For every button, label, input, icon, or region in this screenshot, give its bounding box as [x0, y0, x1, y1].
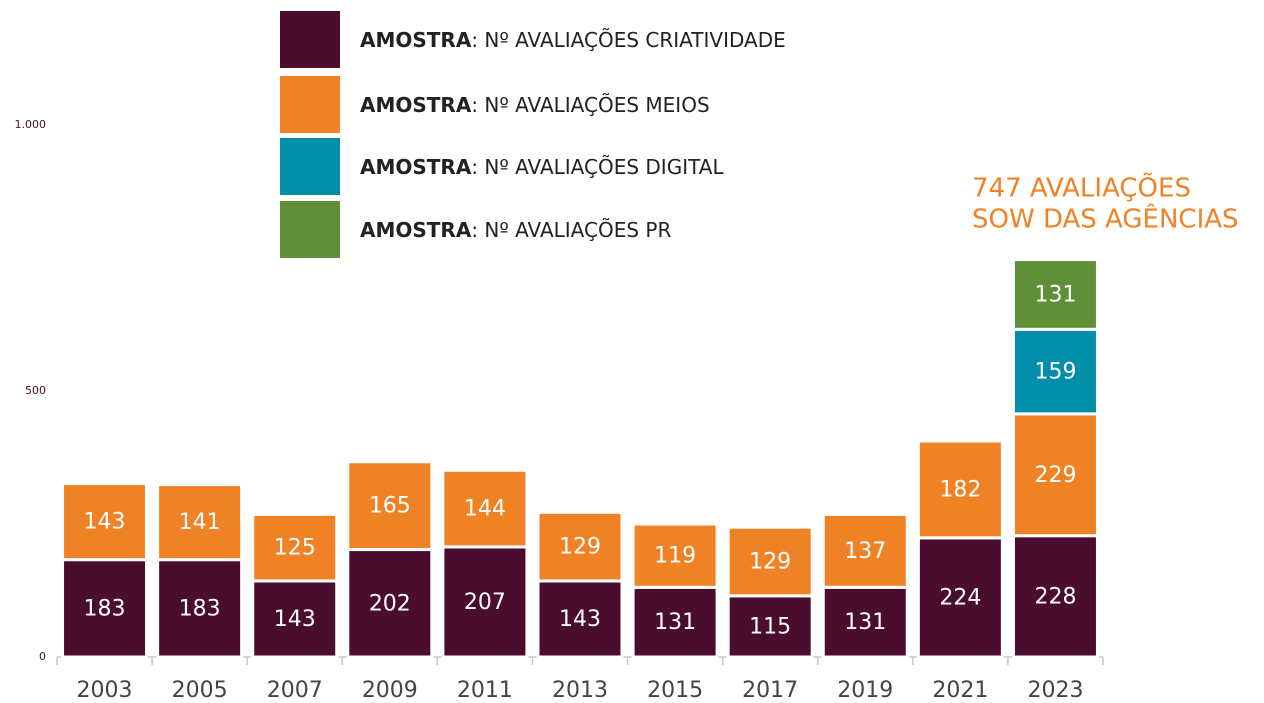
y-tick-label: 500: [25, 384, 46, 397]
value-label: 131: [654, 610, 696, 635]
bar-segment: [156, 558, 244, 659]
bar-segment: [61, 482, 149, 562]
value-label: 125: [274, 536, 316, 561]
bar-segment: [346, 460, 434, 552]
x-tick-label: 2017: [742, 678, 798, 703]
bar-segment: [1011, 258, 1099, 331]
value-label: 183: [84, 596, 126, 621]
x-tick-label: 2015: [647, 678, 703, 703]
bar-segment: [441, 545, 529, 659]
legend-swatch: [280, 201, 340, 258]
value-label: 129: [559, 535, 601, 560]
annotation: SOW DAS AGÊNCIAS: [972, 203, 1239, 235]
value-label: 119: [654, 544, 696, 569]
value-label: 131: [1034, 282, 1076, 307]
bar-segment: [1011, 412, 1099, 538]
x-tick-label: 2011: [457, 678, 513, 703]
value-label: 224: [939, 585, 981, 610]
legend-label: AMOSTRA: Nº AVALIAÇÕES PR: [360, 218, 671, 242]
annotation: 747 AVALIAÇÕES: [972, 172, 1191, 204]
value-label: 228: [1034, 584, 1076, 609]
legend-label: AMOSTRA: Nº AVALIAÇÕES MEIOS: [360, 93, 710, 117]
x-tick-label: 2019: [837, 678, 893, 703]
bar-segment: [61, 558, 149, 659]
bar-segment: [251, 512, 339, 583]
bar-segment: [1011, 534, 1099, 659]
bar-segment: [821, 585, 909, 659]
x-tick-label: 2009: [362, 678, 418, 703]
legend-swatch: [280, 76, 340, 133]
value-label: 229: [1034, 463, 1076, 488]
legend-swatch: [280, 11, 340, 68]
value-label: 183: [179, 596, 221, 621]
x-tick-label: 2023: [1027, 678, 1083, 703]
value-label: 159: [1034, 360, 1076, 385]
x-tick-label: 2007: [267, 678, 323, 703]
value-label: 115: [749, 614, 791, 639]
value-label: 144: [464, 497, 506, 522]
bar-segment: [726, 594, 814, 659]
bar-segment: [536, 510, 624, 583]
value-label: 207: [464, 590, 506, 615]
bar-segment: [346, 548, 434, 659]
bar-segment: [726, 525, 814, 598]
x-tick-label: 2003: [77, 678, 133, 703]
value-label: 141: [179, 510, 221, 535]
bar-segment: [441, 468, 529, 549]
legend-label: AMOSTRA: Nº AVALIAÇÕES CRIATIVIDADE: [360, 28, 786, 52]
bar-segment: [916, 439, 1004, 540]
bar-segment: [251, 579, 339, 659]
value-label: 202: [369, 591, 411, 616]
y-tick-label: 1.000: [15, 118, 47, 131]
legend-swatch: [280, 138, 340, 195]
value-label: 143: [84, 510, 126, 535]
value-label: 165: [369, 494, 411, 519]
value-label: 182: [939, 477, 981, 502]
value-label: 131: [844, 610, 886, 635]
value-label: 129: [749, 550, 791, 575]
x-tick-label: 2005: [172, 678, 228, 703]
x-tick-label: 2021: [932, 678, 988, 703]
bar-segment: [156, 483, 244, 562]
x-tick-label: 2013: [552, 678, 608, 703]
legend-label: AMOSTRA: Nº AVALIAÇÕES DIGITAL: [360, 155, 724, 179]
value-label: 143: [559, 607, 601, 632]
y-tick-label: 0: [39, 650, 46, 663]
value-label: 137: [844, 539, 886, 564]
bar-segment: [821, 512, 909, 589]
value-label: 143: [274, 607, 316, 632]
bar-segment: [631, 522, 719, 589]
